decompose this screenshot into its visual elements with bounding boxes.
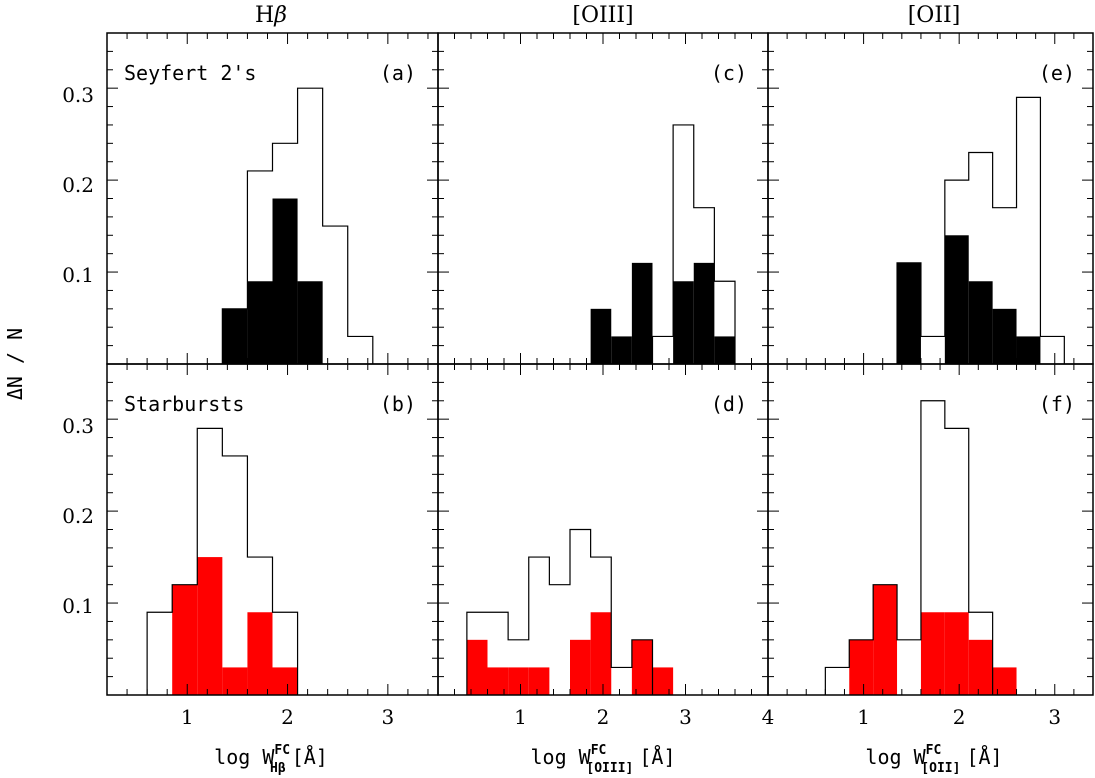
filled-bar xyxy=(873,584,898,695)
x-tick-label: 3 xyxy=(381,705,394,729)
outline-histogram xyxy=(824,400,994,695)
filled-bar xyxy=(714,336,735,364)
x-tick-label: 3 xyxy=(679,705,692,729)
filled-bar xyxy=(508,667,529,695)
filled-bar xyxy=(590,612,612,695)
y-tick-label-top-0.2: 0.2 xyxy=(62,173,94,197)
y-tick-label-bottom-0.2: 0.2 xyxy=(62,504,94,528)
filled-bar xyxy=(570,639,591,695)
filled-bar xyxy=(944,612,969,695)
filled-bar xyxy=(528,667,550,695)
panel-e-oii-seyfert xyxy=(767,32,1094,365)
filled-bar xyxy=(849,639,874,695)
filled-bar xyxy=(222,308,248,364)
filled-bar xyxy=(272,198,298,364)
panel-d-oiii-starburst: 1 2 3 4 xyxy=(437,363,775,729)
filled-bar xyxy=(897,262,921,364)
filled-bar xyxy=(297,281,323,364)
filled-bar xyxy=(466,639,488,695)
y-tick-label-top-0.1: 0.1 xyxy=(62,263,94,287)
row-title-starbursts: Starbursts xyxy=(124,392,244,416)
x-tick-label: 2 xyxy=(953,705,966,729)
x-tick-label: 1 xyxy=(181,705,194,729)
filled-bar xyxy=(247,612,273,695)
x-axis-label-oii: log WFC [OII] [Å] xyxy=(865,743,1002,776)
filled-bar xyxy=(631,262,653,364)
filled-bar xyxy=(920,612,945,695)
filled-bar xyxy=(652,667,674,695)
panel-letter-b: (b) xyxy=(380,392,416,416)
x-tick-label: 4 xyxy=(762,705,775,729)
y-tick-label-bottom-0.1: 0.1 xyxy=(62,594,94,618)
x-tick-label: 1 xyxy=(857,705,870,729)
row-title-seyfert: Seyfert 2's xyxy=(124,61,256,85)
panel-c-oiii-seyfert xyxy=(437,32,769,365)
x-tick-label: 2 xyxy=(281,705,294,729)
panel-b-hbeta-starburst: 1 2 3 xyxy=(106,363,439,729)
outline-histogram xyxy=(146,427,299,695)
column-title-oiii: [OIII] xyxy=(572,3,633,28)
filled-bar xyxy=(992,308,1017,364)
filled-bar xyxy=(992,667,1017,695)
filled-bar xyxy=(590,308,612,364)
outline-histogram xyxy=(896,96,1065,364)
filled-bar xyxy=(968,281,993,364)
filled-bar xyxy=(272,667,298,695)
x-tick-label: 1 xyxy=(514,705,527,729)
column-title-hbeta: Hβ xyxy=(255,3,287,28)
column-title-oii: [OII] xyxy=(908,3,961,28)
filled-bar xyxy=(631,639,653,695)
panel-letter-c: (c) xyxy=(711,61,747,85)
filled-bar xyxy=(222,667,248,695)
filled-bar xyxy=(611,336,632,364)
x-axis-label-hbeta: log WFC Hβ [Å] xyxy=(214,743,328,776)
filled-bar xyxy=(172,584,198,695)
x-tick-label: 2 xyxy=(597,705,610,729)
y-tick-label-bottom-0.3: 0.3 xyxy=(62,414,94,438)
filled-bar xyxy=(487,667,509,695)
filled-bar xyxy=(1016,336,1041,364)
outline-histogram xyxy=(221,87,374,364)
panel-f-oii-starburst: 1 2 3 xyxy=(767,363,1094,729)
outline-histogram xyxy=(651,124,736,364)
panel-letter-d: (d) xyxy=(711,392,747,416)
filled-bar xyxy=(693,262,715,364)
panel-letter-f: (f) xyxy=(1039,392,1075,416)
x-axis-label-oiii: log WFC [OIII] [Å] xyxy=(531,743,676,776)
panel-letter-a: (a) xyxy=(380,61,416,85)
filled-bar xyxy=(944,235,969,364)
panel-letter-e: (e) xyxy=(1039,61,1075,85)
x-tick-label: 3 xyxy=(1048,705,1061,729)
filled-bar xyxy=(247,281,273,364)
outline-histogram xyxy=(466,528,654,695)
filled-bar xyxy=(673,281,694,364)
y-tick-label-top-0.3: 0.3 xyxy=(62,83,94,107)
y-axis-label: ΔN / N xyxy=(3,328,27,400)
filled-bar xyxy=(197,557,223,695)
filled-bar xyxy=(968,639,993,695)
